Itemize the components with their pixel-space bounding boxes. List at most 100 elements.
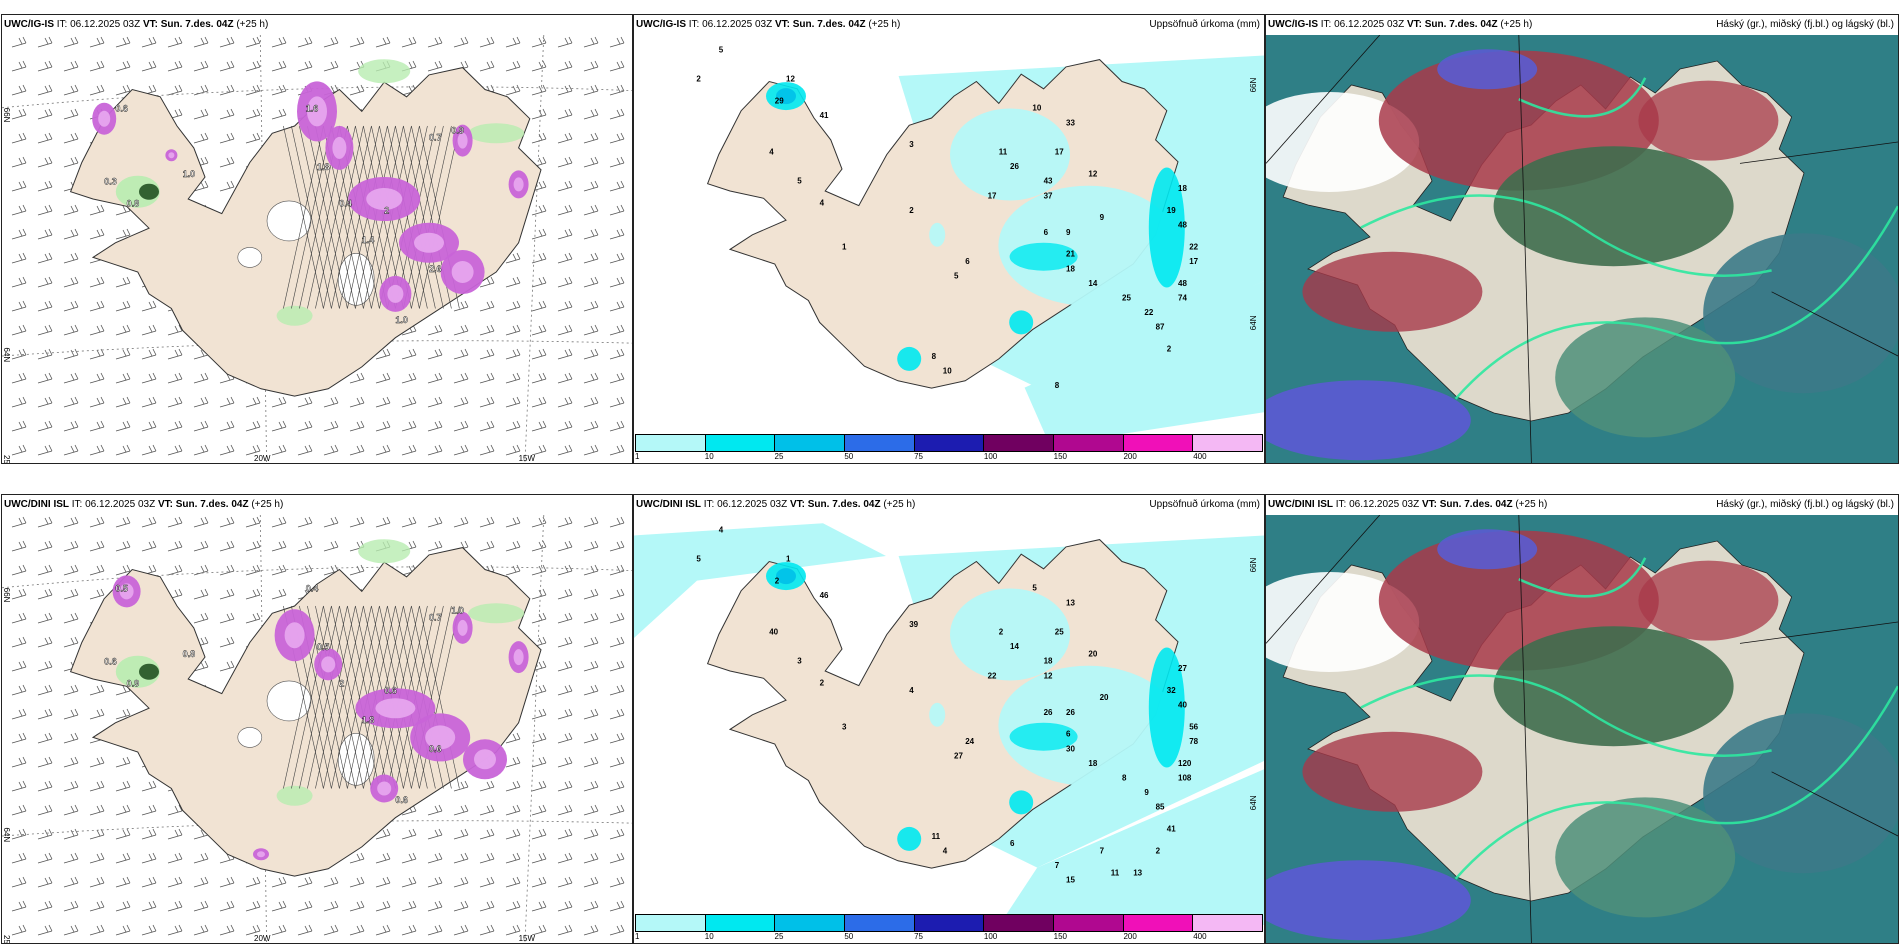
wind-value: 1.4 — [362, 235, 375, 245]
wind-value: 0.6 — [395, 795, 408, 805]
precip-value: 27 — [1178, 664, 1187, 673]
panel-title: UWC/DINI ISL IT: 06.12.2025 03Z VT: Sun.… — [636, 499, 916, 510]
precip-value: 78 — [1189, 737, 1198, 746]
wind-map: 0.50.60.80.90.71.00.420.61.80.60.50.666N… — [2, 515, 632, 943]
lat-label: 64N — [1249, 315, 1258, 330]
precip-value: 29 — [775, 96, 784, 105]
grid-lines — [1266, 515, 1898, 943]
precip-value: 40 — [769, 628, 778, 637]
wind-value: 0.9 — [127, 678, 140, 688]
precip-value: 24 — [965, 737, 974, 746]
legend-tick: 200 — [1123, 452, 1137, 461]
lat-label: 66N — [2, 108, 11, 123]
precip-value: 37 — [1044, 191, 1053, 200]
precip-value: 12 — [1088, 169, 1097, 178]
wind-value: 0.9 — [451, 125, 464, 135]
legend-tick: 25 — [774, 932, 784, 941]
panel-title: UWC/IG-IS IT: 06.12.2025 03Z VT: Sun. 7.… — [636, 19, 901, 30]
legend-swatch — [775, 435, 846, 451]
precip-value: 41 — [1167, 825, 1176, 834]
wind-values: 0.5 0.6 0.8 0.9 0.7 1.0 0.4 2 0.6 1.8 0.6 0.5 0.6 — [104, 583, 464, 805]
precip-value: 41 — [820, 111, 829, 120]
wind-value: 0.6 — [384, 686, 397, 696]
legend-tick: 150 — [1053, 452, 1068, 461]
precip-value: 15 — [1066, 876, 1075, 885]
lat-label: 64N — [1249, 795, 1258, 810]
wind-value: 1.8 — [362, 715, 375, 725]
precip-value: 12 — [786, 75, 795, 84]
precip-value: 3 — [797, 657, 802, 666]
wind-value: 0.8 — [127, 198, 140, 208]
precip-value: 19 — [1167, 206, 1176, 215]
legend-ticks: 1 10 25 50 75 100 150 200 400 — [635, 452, 1263, 462]
panel-title: UWC/IG-IS IT: 06.12.2025 03Z VT: Sun. 7.… — [4, 19, 269, 30]
precip-value: 22 — [1189, 242, 1198, 251]
precip-value: 8 — [1122, 774, 1127, 783]
precip-value: 26 — [1066, 708, 1075, 717]
glaciers — [237, 680, 375, 786]
legend-swatch — [636, 435, 706, 451]
precip-value: 11 — [932, 832, 941, 841]
lon-label: 20W — [254, 454, 271, 463]
coord-labels: 66N 64N — [1249, 78, 1258, 331]
wind-value: 0.4 — [339, 198, 352, 208]
precip-value: 20 — [1088, 649, 1097, 658]
legend-color-bar — [635, 914, 1263, 932]
precip-value: 25 — [1055, 628, 1064, 637]
legend-swatch — [914, 435, 985, 451]
lon-label: 25W — [2, 455, 11, 463]
wind-value: 2.6 — [429, 264, 442, 274]
precip-value: 48 — [1178, 279, 1187, 288]
legend-tick: 75 — [914, 932, 924, 941]
panel-right-title: Háský (gr.), miðský (fj.bl.) og lágský (… — [1716, 499, 1894, 510]
precip-value: 26 — [1044, 708, 1053, 717]
precip-value: 5 — [719, 45, 724, 54]
precip-value: 2 — [909, 206, 914, 215]
legend-tick: 10 — [704, 932, 714, 941]
precip-value: 85 — [1156, 803, 1165, 812]
precip-east — [766, 82, 1185, 371]
wind-map: 0.60.31.00.80.70.91.60.421.42.61.81.066N… — [2, 35, 632, 463]
precip-value: 12 — [1044, 671, 1053, 680]
precip-value: 18 — [1178, 184, 1187, 193]
precip-value: 33 — [1066, 118, 1075, 127]
precip-value: 17 — [1189, 257, 1198, 266]
legend-tick: 10 — [704, 452, 714, 461]
glaciers — [237, 200, 375, 306]
lon-label: 20W — [254, 934, 271, 943]
precip-value: 2 — [820, 679, 825, 688]
grid-lines — [1266, 35, 1898, 463]
precip-value: 22 — [1144, 308, 1153, 317]
precip-value: 4 — [769, 148, 774, 157]
legend-tick: 150 — [1053, 932, 1068, 941]
legend-swatch — [1123, 435, 1194, 451]
legend-tick: 100 — [983, 932, 998, 941]
panel-cloud-row1: UWC/IG-IS IT: 06.12.2025 03Z VT: Sun. 7.… — [1265, 14, 1899, 464]
panel-cloud-row2: UWC/DINI ISL IT: 06.12.2025 03Z VT: Sun.… — [1265, 494, 1899, 944]
precip-light-area — [999, 769, 1264, 925]
panel-right-title: Uppsöfnuð úrkoma (mm) — [1149, 499, 1260, 510]
legend-tick: 75 — [914, 452, 924, 461]
precip-value: 14 — [1010, 642, 1019, 651]
precip-value: 18 — [1044, 657, 1053, 666]
legend-swatch — [914, 915, 985, 931]
precip-value: 5 — [954, 272, 959, 281]
legend-tick: 25 — [774, 452, 784, 461]
precip-value: 46 — [820, 591, 829, 600]
precip-value: 1 — [786, 555, 791, 564]
precip-value: 9 — [1066, 228, 1071, 237]
panel-right-title: Háský (gr.), miðský (fj.bl.) og lágský (… — [1716, 19, 1894, 30]
legend-tick: 200 — [1123, 932, 1137, 941]
legend-swatch — [984, 435, 1055, 451]
precip-value: 10 — [943, 367, 952, 376]
legend-swatch — [984, 915, 1055, 931]
precip-value: 9 — [1144, 788, 1149, 797]
green-contours — [1360, 557, 1898, 880]
purple-wind-zones — [112, 575, 529, 861]
lon-label: 25W — [2, 935, 11, 943]
precip-value: 4 — [719, 525, 724, 534]
cloud-map — [1266, 515, 1898, 943]
legend-tick: 400 — [1193, 452, 1207, 461]
precip-value: 14 — [1088, 279, 1097, 288]
